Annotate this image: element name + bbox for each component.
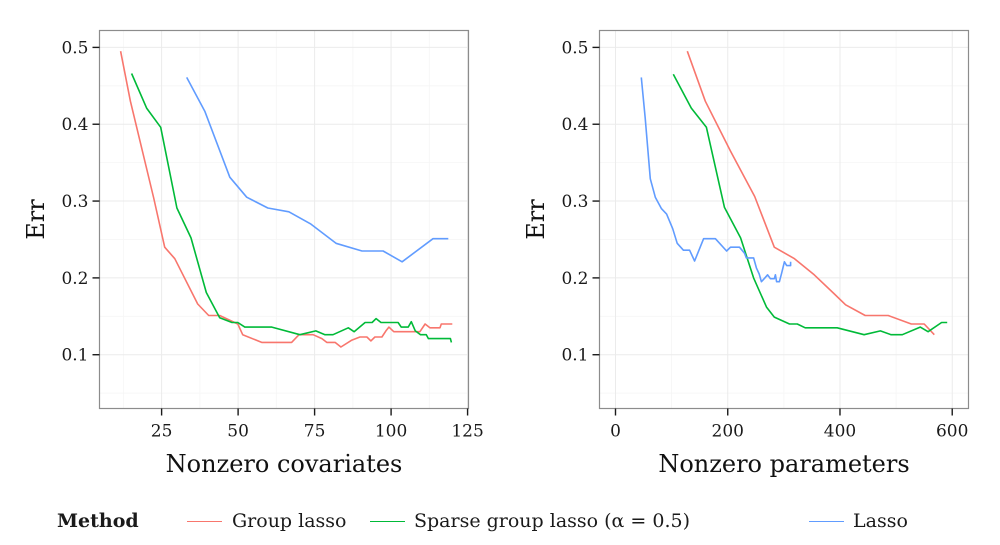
legend-key-sparse-group-lasso (370, 521, 405, 522)
x-tick-label: 25 (151, 422, 173, 442)
y-tick-label: 0.2 (61, 269, 88, 289)
x-axis-title: Nonzero covariates (166, 450, 403, 478)
x-tick-label: 200 (712, 422, 744, 442)
plot-background (99, 30, 469, 409)
series-line-sparse-group-lasso-0-5 (130, 73, 453, 343)
panel-right: 0.1 0.2 0.3 0.4 0.5 0 200 400 600 Nonzero paramet… (522, 29, 970, 478)
legend: Method Group lasso Sparse group lasso (α… (0, 505, 1000, 541)
legend-label-sparse-group-lasso: Sparse group lasso (α = 0.5) (414, 510, 691, 532)
series-line-lasso (640, 77, 792, 283)
x-tick-label: 100 (375, 422, 407, 442)
x-tick-label: 125 (451, 422, 483, 442)
x-tick-label: 50 (227, 422, 249, 442)
x-tick-label: 75 (304, 422, 326, 442)
legend-key-lasso (809, 521, 844, 522)
legend-title: Method (57, 510, 139, 532)
y-axis-title: Err (522, 199, 550, 240)
y-tick-label: 0.2 (561, 269, 588, 289)
legend-label-lasso: Lasso (853, 510, 908, 532)
series-line-group-lasso (686, 50, 935, 336)
y-tick-label: 0.4 (561, 115, 588, 135)
y-tick-label: 0.5 (561, 38, 588, 58)
series-line-lasso (185, 77, 449, 263)
y-tick-label: 0.3 (561, 192, 588, 212)
y-tick-label: 0.1 (561, 346, 588, 366)
series-line-sparse-group-lasso-0-5 (672, 73, 948, 336)
x-axis-title: Nonzero parameters (658, 450, 909, 478)
y-tick-label: 0.4 (61, 115, 88, 135)
legend-label-group-lasso: Group lasso (232, 510, 347, 532)
y-tick-label: 0.1 (61, 346, 88, 366)
y-axis-title: Err (22, 199, 50, 240)
y-tick-label: 0.5 (61, 38, 88, 58)
y-tick-label: 0.3 (61, 192, 88, 212)
panel-border (598, 29, 970, 410)
x-tick-label: 400 (824, 422, 856, 442)
legend-key-group-lasso (187, 521, 222, 522)
x-tick-label: 600 (936, 422, 968, 442)
panel-left: 0.1 0.2 0.3 0.4 0.5 25 50 75 100 125 Nonzero covar… (22, 29, 484, 478)
x-tick-label: 0 (610, 422, 621, 442)
panel-border (98, 29, 470, 410)
